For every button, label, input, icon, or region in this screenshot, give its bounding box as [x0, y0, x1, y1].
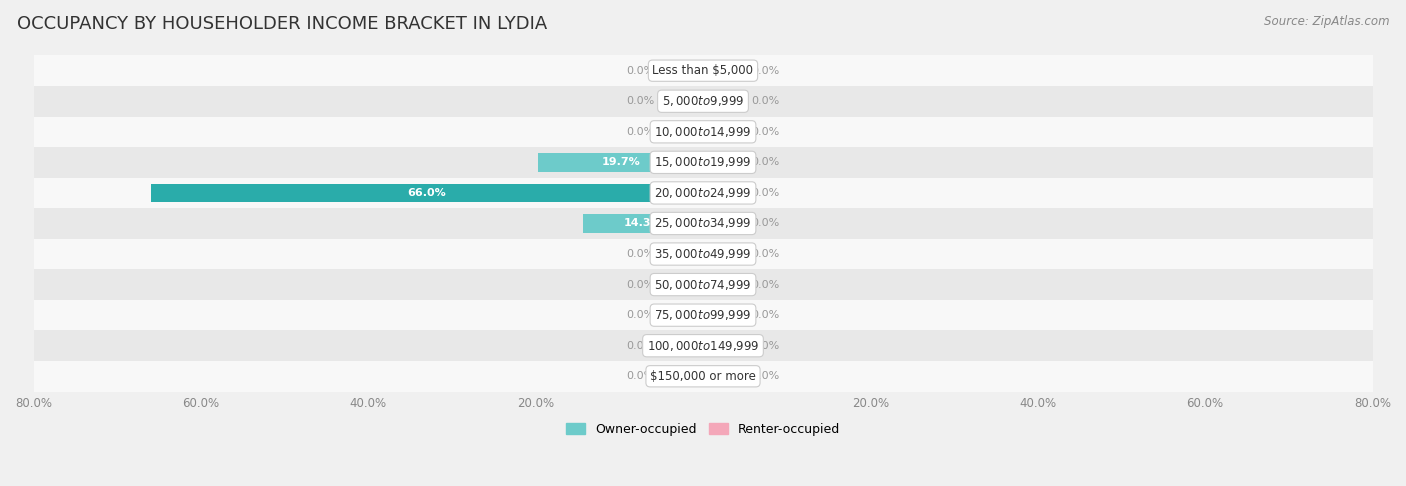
Bar — [34, 178, 1372, 208]
Text: 0.0%: 0.0% — [752, 96, 780, 106]
Text: 0.0%: 0.0% — [626, 249, 654, 259]
Text: 0.0%: 0.0% — [752, 279, 780, 290]
Bar — [34, 208, 1372, 239]
Text: $20,000 to $24,999: $20,000 to $24,999 — [654, 186, 752, 200]
Text: $25,000 to $34,999: $25,000 to $34,999 — [654, 216, 752, 230]
Bar — [703, 336, 745, 355]
Text: 66.0%: 66.0% — [408, 188, 446, 198]
Text: $100,000 to $149,999: $100,000 to $149,999 — [647, 339, 759, 353]
Text: 0.0%: 0.0% — [752, 127, 780, 137]
Bar — [34, 361, 1372, 392]
Text: $75,000 to $99,999: $75,000 to $99,999 — [654, 308, 752, 322]
Bar — [583, 214, 703, 233]
Text: 0.0%: 0.0% — [626, 66, 654, 76]
Text: $150,000 or more: $150,000 or more — [650, 370, 756, 383]
Bar — [34, 86, 1372, 117]
Text: OCCUPANCY BY HOUSEHOLDER INCOME BRACKET IN LYDIA: OCCUPANCY BY HOUSEHOLDER INCOME BRACKET … — [17, 15, 547, 33]
Bar — [661, 367, 703, 385]
Text: 0.0%: 0.0% — [752, 157, 780, 167]
Text: Source: ZipAtlas.com: Source: ZipAtlas.com — [1264, 15, 1389, 28]
Text: 0.0%: 0.0% — [626, 310, 654, 320]
Bar — [703, 276, 745, 294]
Text: $5,000 to $9,999: $5,000 to $9,999 — [662, 94, 744, 108]
Text: $15,000 to $19,999: $15,000 to $19,999 — [654, 156, 752, 169]
Bar — [34, 55, 1372, 86]
Bar — [34, 269, 1372, 300]
Bar — [34, 330, 1372, 361]
Text: $50,000 to $74,999: $50,000 to $74,999 — [654, 278, 752, 292]
Bar — [661, 245, 703, 263]
Bar — [661, 306, 703, 324]
Bar — [34, 147, 1372, 178]
Text: 0.0%: 0.0% — [626, 341, 654, 351]
Bar — [703, 245, 745, 263]
Bar — [34, 239, 1372, 269]
Text: 0.0%: 0.0% — [626, 127, 654, 137]
Bar — [661, 276, 703, 294]
Text: Less than $5,000: Less than $5,000 — [652, 64, 754, 77]
Bar — [150, 184, 703, 202]
Bar — [661, 122, 703, 141]
Text: 0.0%: 0.0% — [752, 188, 780, 198]
Bar — [661, 92, 703, 110]
Text: 19.7%: 19.7% — [602, 157, 640, 167]
Text: 0.0%: 0.0% — [626, 371, 654, 382]
Bar — [703, 62, 745, 80]
Bar — [703, 184, 745, 202]
Text: 0.0%: 0.0% — [752, 310, 780, 320]
Text: 0.0%: 0.0% — [752, 371, 780, 382]
Bar — [34, 300, 1372, 330]
Bar — [703, 153, 745, 172]
Bar — [703, 367, 745, 385]
Text: 0.0%: 0.0% — [626, 279, 654, 290]
Bar — [703, 214, 745, 233]
Text: 0.0%: 0.0% — [752, 66, 780, 76]
Bar — [703, 92, 745, 110]
Text: 0.0%: 0.0% — [752, 219, 780, 228]
Legend: Owner-occupied, Renter-occupied: Owner-occupied, Renter-occupied — [561, 418, 845, 441]
Bar — [703, 306, 745, 324]
Text: 0.0%: 0.0% — [626, 96, 654, 106]
Bar — [703, 122, 745, 141]
Text: $35,000 to $49,999: $35,000 to $49,999 — [654, 247, 752, 261]
Text: 0.0%: 0.0% — [752, 249, 780, 259]
Text: 0.0%: 0.0% — [752, 341, 780, 351]
Bar — [34, 117, 1372, 147]
Bar — [538, 153, 703, 172]
Bar — [661, 62, 703, 80]
Text: $10,000 to $14,999: $10,000 to $14,999 — [654, 125, 752, 139]
Bar — [661, 336, 703, 355]
Text: 14.3%: 14.3% — [624, 219, 662, 228]
